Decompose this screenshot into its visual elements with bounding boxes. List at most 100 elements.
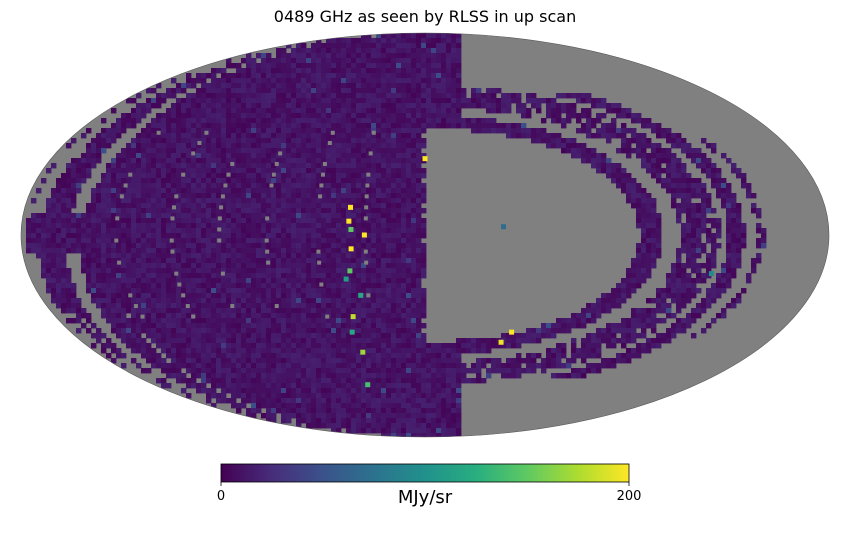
map-pixel (701, 213, 707, 219)
map-pixel (156, 238, 162, 244)
map-pixel (641, 318, 647, 324)
map-pixel (301, 43, 307, 49)
map-pixel (456, 103, 462, 109)
map-pixel (171, 143, 177, 149)
map-pixel (201, 268, 207, 274)
map-pixel (726, 158, 732, 164)
map-pixel (486, 93, 492, 99)
map-pixel (311, 73, 317, 79)
map-pixel (231, 268, 237, 274)
map-pixel (311, 283, 317, 289)
map-pixel (201, 253, 207, 259)
map-pixel (266, 278, 272, 284)
map-pixel (396, 198, 402, 204)
map-pixel (631, 118, 637, 124)
map-pixel (671, 183, 677, 189)
map-pixel (161, 238, 167, 244)
map-pixel (351, 233, 357, 239)
map-pixel (546, 133, 552, 139)
map-pixel (286, 128, 292, 134)
map-pixel (316, 43, 322, 49)
map-pixel (161, 253, 167, 259)
map-pixel (211, 208, 217, 214)
map-pixel (606, 108, 612, 114)
map-pixel (591, 133, 597, 139)
map-pixel (316, 228, 322, 234)
map-pixel (396, 263, 402, 269)
map-pixel (191, 293, 197, 299)
map-pixel (356, 123, 362, 129)
map-pixel (251, 203, 257, 209)
map-pixel (401, 68, 407, 74)
map-pixel (341, 128, 347, 134)
map-pixel (696, 308, 702, 314)
map-pixel (286, 318, 292, 324)
map-pixel (221, 118, 227, 124)
map-pixel (136, 323, 142, 329)
map-pixel (116, 228, 122, 234)
map-pixel (176, 223, 182, 229)
map-pixel (266, 93, 272, 99)
map-pixel (736, 258, 742, 264)
map-pixel (401, 273, 407, 279)
map-pixel (636, 253, 642, 259)
map-pixel (646, 213, 652, 219)
map-pixel (711, 183, 717, 189)
map-pixel (166, 218, 172, 224)
map-pixel (516, 133, 522, 139)
map-pixel (316, 198, 322, 204)
map-pixel (366, 248, 372, 254)
map-pixel (721, 193, 727, 199)
map-pixel (271, 188, 277, 194)
map-pixel (296, 68, 302, 74)
map-pixel (136, 228, 142, 234)
map-pixel (681, 233, 687, 239)
map-pixel (666, 308, 672, 314)
map-pixel (126, 263, 132, 269)
map-pixel (626, 183, 632, 189)
map-pixel (246, 158, 252, 164)
map-pixel (626, 188, 632, 194)
map-pixel (426, 33, 432, 39)
map-pixel (241, 283, 247, 289)
map-pixel (296, 223, 302, 229)
map-pixel (331, 188, 337, 194)
map-pixel (231, 198, 237, 204)
map-pixel (431, 118, 437, 124)
map-pixel (206, 98, 212, 104)
map-pixel (246, 338, 252, 344)
map-pixel (391, 138, 397, 144)
map-pixel (161, 318, 167, 324)
map-pixel (611, 328, 617, 334)
map-pixel (181, 283, 187, 289)
map-pixel (46, 228, 52, 234)
map-pixel (291, 253, 297, 259)
map-pixel (261, 273, 267, 279)
map-pixel (91, 263, 97, 269)
map-pixel (736, 228, 742, 234)
map-pixel (361, 268, 367, 274)
map-pixel (656, 303, 662, 309)
map-pixel (61, 183, 67, 189)
map-pixel (291, 328, 297, 334)
map-pixel (301, 93, 307, 99)
map-pixel (201, 228, 207, 234)
map-pixel (61, 218, 67, 224)
map-pixel (396, 258, 402, 264)
map-pixel (316, 133, 322, 139)
map-pixel (656, 168, 662, 174)
map-pixel (341, 78, 347, 84)
map-pixel (431, 78, 437, 84)
map-pixel (256, 133, 262, 139)
map-pixel (346, 193, 352, 199)
map-pixel (421, 333, 427, 339)
map-pixel (526, 333, 532, 339)
map-pixel (76, 303, 82, 309)
map-pixel (226, 73, 232, 79)
map-pixel (591, 158, 597, 164)
map-pixel (121, 323, 127, 329)
map-pixel (191, 148, 197, 154)
map-pixel (616, 283, 622, 289)
map-pixel (641, 313, 647, 319)
map-pixel (266, 148, 272, 154)
